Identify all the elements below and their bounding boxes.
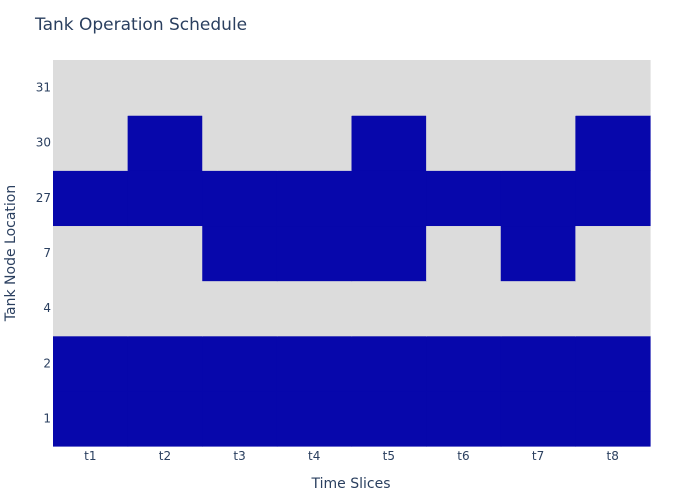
heatmap-cell-t1-node-30 xyxy=(53,115,129,171)
heatmap-cell-t4-node-2 xyxy=(276,335,353,392)
heatmap-cell-t1-node-7 xyxy=(53,225,129,282)
heatmap-cell-t2-node-1 xyxy=(127,390,203,447)
heatmap-cell-t5-node-7 xyxy=(351,225,427,282)
heatmap-cell-t8-node-30 xyxy=(575,115,651,171)
heatmap-cell-t3-node-7 xyxy=(202,225,278,282)
y-tick-label: 1 xyxy=(43,411,51,425)
heatmap-cell-t6-node-31 xyxy=(426,60,502,116)
heatmap-cell-t8-node-2 xyxy=(575,335,651,392)
x-axis-ticks: t1 t2 t3 t4 t5 t6 t7 t8 xyxy=(84,449,619,463)
heatmap-cell-t5-node-27 xyxy=(351,170,427,227)
heatmap-cell-t7-node-27 xyxy=(500,170,576,227)
heatmap-cell-t4-node-1 xyxy=(276,390,353,447)
heatmap-cell-t2-node-31 xyxy=(127,60,203,116)
heatmap-cell-t7-node-7 xyxy=(500,225,576,282)
heatmap-cell-t3-node-2 xyxy=(202,335,278,392)
chart-title: Tank Operation Schedule xyxy=(34,15,247,35)
heatmap-cell-t7-node-2 xyxy=(500,335,576,392)
heatmap-cell-t4-node-27 xyxy=(276,170,353,227)
heatmap-cell-t5-node-4 xyxy=(351,280,427,337)
plot-area xyxy=(53,60,651,447)
y-axis-title: Tank Node Location xyxy=(3,185,19,322)
y-tick-label: 2 xyxy=(43,356,51,370)
heatmap-cell-t1-node-4 xyxy=(53,280,129,337)
heatmap-cell-t7-node-31 xyxy=(500,60,576,116)
heatmap-cell-t3-node-27 xyxy=(202,170,278,227)
heatmap-cell-t6-node-1 xyxy=(426,390,502,447)
heatmap-cell-t2-node-30 xyxy=(127,115,203,171)
x-tick-label: t3 xyxy=(233,449,245,463)
heatmap-cell-t2-node-27 xyxy=(127,170,203,227)
heatmap-cell-t8-node-31 xyxy=(575,60,651,116)
heatmap-cell-t3-node-4 xyxy=(202,280,278,337)
x-tick-label: t7 xyxy=(532,449,544,463)
heatmap-cell-t6-node-30 xyxy=(426,115,502,171)
heatmap-cell-t5-node-2 xyxy=(351,335,427,392)
x-tick-label: t2 xyxy=(159,449,171,463)
heatmap-cell-t2-node-4 xyxy=(127,280,203,337)
y-tick-label: 31 xyxy=(36,81,51,95)
heatmap-cell-t6-node-2 xyxy=(426,335,502,392)
heatmap-cell-t1-node-2 xyxy=(53,335,129,392)
x-tick-label: t6 xyxy=(457,449,469,463)
heatmap-cell-t7-node-1 xyxy=(500,390,576,447)
heatmap-cell-t8-node-4 xyxy=(575,280,651,337)
heatmap-cell-t8-node-7 xyxy=(575,225,651,282)
heatmap-cell-t6-node-27 xyxy=(426,170,502,227)
y-tick-label: 27 xyxy=(36,191,51,205)
heatmap-cell-t2-node-2 xyxy=(127,335,203,392)
heatmap-cell-t3-node-30 xyxy=(202,115,278,171)
heatmap-cell-t7-node-30 xyxy=(500,115,576,171)
heatmap-cell-t2-node-7 xyxy=(127,225,203,282)
heatmap-cell-t1-node-27 xyxy=(53,170,129,227)
heatmap-cell-t1-node-1 xyxy=(53,390,129,447)
y-tick-label: 7 xyxy=(43,246,51,260)
y-tick-label: 4 xyxy=(43,301,51,315)
heatmap-cell-t1-node-31 xyxy=(53,60,129,116)
heatmap-cell-t8-node-27 xyxy=(575,170,651,227)
y-axis-ticks: 1 2 4 7 27 30 31 xyxy=(36,81,51,426)
heatmap-cell-t6-node-7 xyxy=(426,225,502,282)
x-tick-label: t1 xyxy=(84,449,96,463)
x-tick-label: t5 xyxy=(383,449,395,463)
heatmap-cell-t8-node-1 xyxy=(575,390,651,447)
heatmap-cell-t4-node-30 xyxy=(276,115,353,171)
heatmap-cell-t3-node-31 xyxy=(202,60,278,116)
heatmap-cell-t3-node-1 xyxy=(202,390,278,447)
heatmap-cell-t5-node-1 xyxy=(351,390,427,447)
heatmap-cell-t5-node-31 xyxy=(351,60,427,116)
x-axis-title: Time Slices xyxy=(311,476,391,492)
y-tick-label: 30 xyxy=(36,136,51,150)
heatmap-cell-t6-node-4 xyxy=(426,280,502,337)
x-tick-label: t4 xyxy=(308,449,320,463)
heatmap-cell-t4-node-31 xyxy=(276,60,353,116)
heatmap-cell-t4-node-7 xyxy=(276,225,353,282)
heatmap-cell-t5-node-30 xyxy=(351,115,427,171)
heatmap-cell-t4-node-4 xyxy=(276,280,353,337)
x-tick-label: t8 xyxy=(607,449,619,463)
heatmap-cell-t7-node-4 xyxy=(500,280,576,337)
